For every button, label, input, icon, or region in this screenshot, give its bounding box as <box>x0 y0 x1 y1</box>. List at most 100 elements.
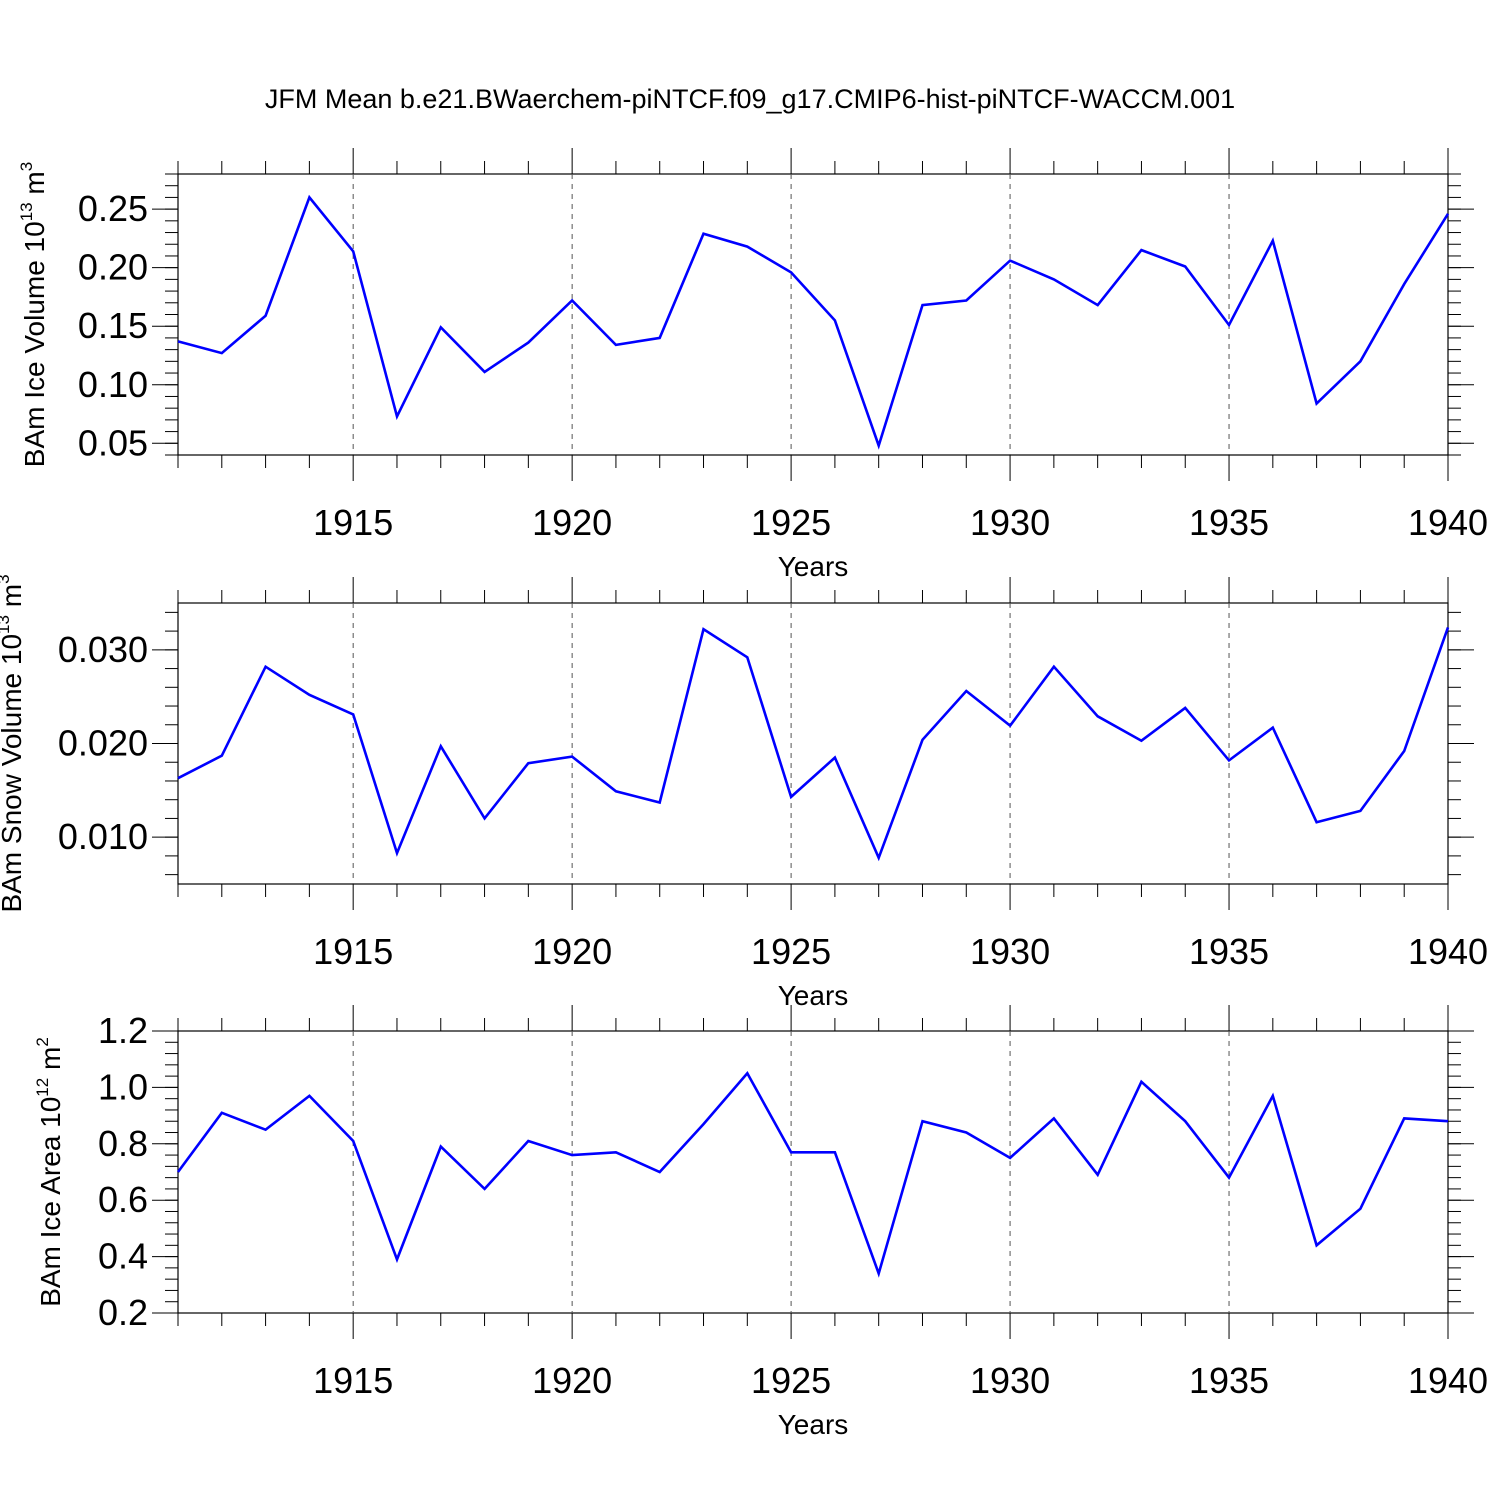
panel-2-y-tick-label: 0.010 <box>58 816 148 857</box>
panel-1-data-point <box>1096 303 1100 307</box>
panel-2-data-point <box>351 712 355 716</box>
panel-1-y-tick-label: 0.15 <box>78 305 148 346</box>
panel-2-data-point <box>833 756 837 760</box>
panel-3-data-point <box>1402 1116 1406 1120</box>
panel-3-data-point <box>570 1153 574 1157</box>
panel-3-y-axis-title: BAm Ice Area 1012 m2 <box>33 1037 66 1307</box>
panel-2-x-axis-title: Years <box>778 980 849 1011</box>
panel-3-data-point <box>1446 1119 1450 1123</box>
panel-2-data-point <box>614 789 618 793</box>
panel-2-data-point <box>1446 625 1450 629</box>
panel-3-x-tick-label: 1920 <box>532 1360 612 1401</box>
panel-2-x-tick-label: 1935 <box>1189 931 1269 972</box>
panel-3-x-tick-label: 1930 <box>970 1360 1050 1401</box>
panel-2-y-axis-title: BAm Snow Volume 1013 m3 <box>0 574 27 912</box>
panel-1-x-tick-label: 1925 <box>751 502 831 543</box>
panel-3-data-point <box>176 1170 180 1174</box>
panel-1-data-point <box>264 314 268 318</box>
panel-1-data-point <box>833 318 837 322</box>
panel-2-data-point <box>1096 714 1100 718</box>
panel-3-data-point <box>658 1170 662 1174</box>
panel-2-data-point <box>1315 820 1319 824</box>
panel-1-data-point <box>877 444 881 448</box>
panel-2-data-point <box>964 689 968 693</box>
panel-3-frame <box>177 1030 1449 1314</box>
panel-2-data-point <box>789 795 793 799</box>
panel-1-x-tick-label: 1930 <box>970 502 1050 543</box>
panel-1-data-point <box>658 336 662 340</box>
panel-1-data-point <box>483 370 487 374</box>
panel-1-data-point <box>702 232 706 236</box>
panel-3-data-point <box>614 1150 618 1154</box>
panel-2-data-point <box>1227 758 1231 762</box>
panel-2-data-point <box>1183 706 1187 710</box>
panel-2-data-point <box>1271 726 1275 730</box>
panel-1-x-tick-label: 1915 <box>313 502 393 543</box>
panel-1-y-tick-label: 0.25 <box>78 188 148 229</box>
panel-1-data-point <box>1227 323 1231 327</box>
panel-3-x-tick-label: 1915 <box>313 1360 393 1401</box>
panel-1-data-point <box>395 414 399 418</box>
panel-3-y-tick-label: 0.6 <box>98 1179 148 1220</box>
panel-3-y-tick-label: 1.2 <box>98 1010 148 1051</box>
panel-1-data-point <box>1052 277 1056 281</box>
panel-1-data-point <box>176 339 180 343</box>
panel-2-data-point <box>220 754 224 758</box>
panel-3-data-point <box>483 1187 487 1191</box>
panel-3-data-point <box>1139 1080 1143 1084</box>
panel-1-data-point <box>920 303 924 307</box>
panel-2-y-tick-label: 0.030 <box>58 629 148 670</box>
panel-2-x-tick-label: 1915 <box>313 931 393 972</box>
panel-2-data-point <box>920 738 924 742</box>
panel-2-data-point <box>877 856 881 860</box>
panel-1-y-tick-label: 0.20 <box>78 247 148 288</box>
panel-1-data-point <box>439 325 443 329</box>
panel-3-data-point <box>1183 1119 1187 1123</box>
panel-2-data-point <box>1402 749 1406 753</box>
panel-3-data-point <box>1271 1094 1275 1098</box>
panel-1-x-tick-label: 1920 <box>532 502 612 543</box>
panel-2-data-point <box>439 744 443 748</box>
panel-3-data-point <box>1052 1116 1056 1120</box>
panel-1-data-point <box>307 195 311 199</box>
panel-2-x-tick-label: 1930 <box>970 931 1050 972</box>
panel-2-data-point <box>745 655 749 659</box>
panel-2-data-point <box>658 801 662 805</box>
panel-3-y-tick-label: 0.2 <box>98 1292 148 1333</box>
panel-1-x-axis-title: Years <box>778 551 849 582</box>
panel-3-data-point <box>920 1119 924 1123</box>
panel-2-y-tick-label: 0.020 <box>58 723 148 764</box>
panel-1-data-point <box>1315 401 1319 405</box>
panel-3-y-tick-label: 1.0 <box>98 1066 148 1107</box>
panel-2-data-point <box>395 851 399 855</box>
panel-2-x-tick-label: 1940 <box>1408 931 1488 972</box>
panel-1-data-point <box>1358 359 1362 363</box>
panel-1-data-point <box>570 298 574 302</box>
panel-3-series-line <box>176 1071 1449 1278</box>
panel-2-data-point <box>1052 665 1056 669</box>
panel-3-y-tick-label: 0.4 <box>98 1236 148 1277</box>
panel-2-data-point <box>1139 739 1143 743</box>
panel-3-data-point <box>526 1139 530 1143</box>
panel-1-data-point <box>1139 248 1143 252</box>
panel-2-data-point <box>1008 724 1012 728</box>
panel-1-data-point <box>526 341 530 345</box>
panel-3-data-point <box>1008 1156 1012 1160</box>
panel-3-data-point <box>745 1071 749 1075</box>
panel-3-data-point <box>789 1150 793 1154</box>
panel-3-data-point <box>307 1094 311 1098</box>
panel-2-frame <box>177 602 1449 885</box>
panel-1-x-tick-label: 1940 <box>1408 502 1488 543</box>
panel-2-x-tick-label: 1925 <box>751 931 831 972</box>
panel-1-data-point <box>1008 259 1012 263</box>
panel-2-data-point <box>176 776 180 780</box>
panel-2-x-tick-label: 1920 <box>532 931 612 972</box>
panel-3-x-tick-label: 1940 <box>1408 1360 1488 1401</box>
panel-1-data-point <box>789 270 793 274</box>
panel-3-data-point <box>351 1139 355 1143</box>
panel-3-data-point <box>395 1257 399 1261</box>
panel-3-x-tick-label: 1935 <box>1189 1360 1269 1401</box>
panel-3-data-point <box>1315 1243 1319 1247</box>
panel-3-data-point <box>220 1111 224 1115</box>
